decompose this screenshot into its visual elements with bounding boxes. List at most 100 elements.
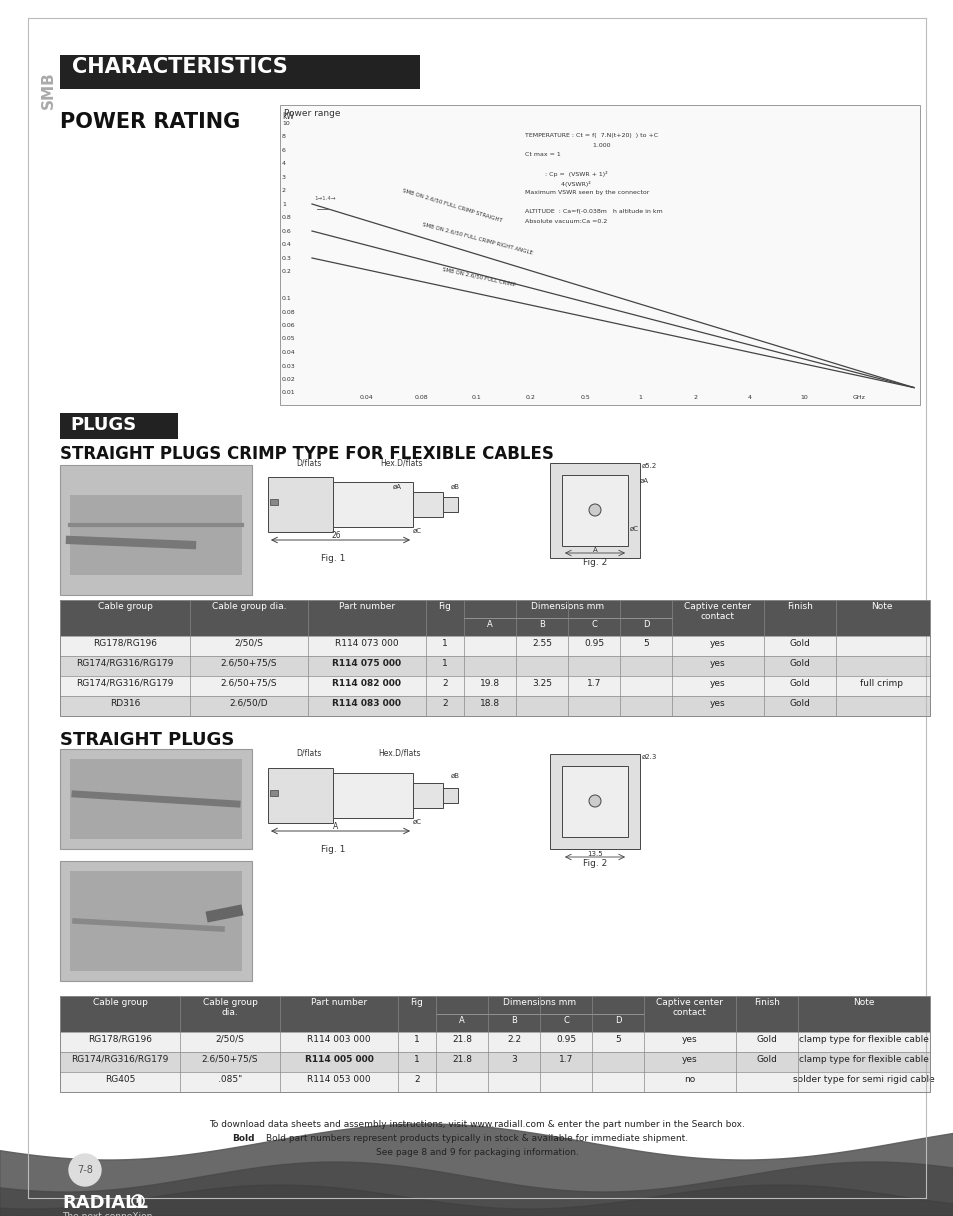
Text: 8: 8: [282, 134, 286, 139]
Text: D: D: [614, 1017, 620, 1025]
Text: Cable group: Cable group: [97, 602, 152, 610]
Text: 2.2: 2.2: [506, 1035, 520, 1045]
Text: R114 053 000: R114 053 000: [307, 1075, 371, 1083]
Bar: [550, 754, 639, 849]
Text: solder type for semi rigid cable: solder type for semi rigid cable: [792, 1075, 934, 1083]
Bar: [268, 769, 333, 823]
Ellipse shape: [588, 795, 600, 807]
Text: STRAIGHT PLUGS: STRAIGHT PLUGS: [60, 731, 234, 749]
Bar: [60, 696, 929, 716]
Text: 4: 4: [747, 395, 751, 400]
Text: Maximum VSWR seen by the connector: Maximum VSWR seen by the connector: [524, 190, 649, 195]
Text: 1: 1: [441, 659, 447, 668]
Text: 2.6/50/D: 2.6/50/D: [230, 699, 268, 708]
Text: CHARACTERISTICS: CHARACTERISTICS: [71, 57, 288, 77]
Bar: [60, 655, 929, 676]
Text: 6: 6: [282, 147, 286, 152]
Text: TEMPERATURE : Ct = f(  7.N(t+20)  ) to +C: TEMPERATURE : Ct = f( 7.N(t+20) ) to +C: [524, 133, 658, 137]
Text: Gold: Gold: [789, 679, 810, 688]
Bar: [60, 749, 252, 849]
Text: 0.8: 0.8: [282, 215, 292, 220]
Text: Absolute vacuum:Ca =0.2: Absolute vacuum:Ca =0.2: [524, 219, 607, 224]
Text: PLUGS: PLUGS: [70, 416, 136, 434]
Bar: [413, 492, 442, 517]
Text: Finish: Finish: [753, 998, 780, 1007]
Text: 1.7: 1.7: [558, 1055, 573, 1064]
Text: B: B: [538, 620, 544, 629]
Text: POWER RATING: POWER RATING: [60, 112, 240, 133]
Text: Gold: Gold: [756, 1055, 777, 1064]
Text: B: B: [511, 1017, 517, 1025]
Bar: [442, 788, 457, 803]
Text: ø2.3: ø2.3: [641, 754, 657, 760]
Text: Fig. 2: Fig. 2: [582, 558, 606, 567]
Bar: [333, 482, 413, 527]
Text: Fig. 2: Fig. 2: [582, 858, 606, 868]
Text: Hex.D/flats: Hex.D/flats: [379, 458, 422, 467]
Bar: [60, 636, 929, 655]
Text: Ct max = 1: Ct max = 1: [524, 152, 560, 157]
Bar: [60, 465, 252, 595]
Text: 2: 2: [414, 1075, 419, 1083]
Text: C: C: [591, 620, 597, 629]
Text: R114 083 000: R114 083 000: [333, 699, 401, 708]
Text: R114 005 000: R114 005 000: [304, 1055, 373, 1064]
Text: .085": .085": [217, 1075, 242, 1083]
Text: 0.5: 0.5: [580, 395, 590, 400]
Text: SMB ON 2.6/50 FULL CRIMP RIGHT ANGLE: SMB ON 2.6/50 FULL CRIMP RIGHT ANGLE: [422, 221, 534, 254]
Text: yes: yes: [709, 699, 725, 708]
Text: GHz: GHz: [852, 395, 864, 400]
Text: STRAIGHT PLUGS CRIMP TYPE FOR FLEXIBLE CABLES: STRAIGHT PLUGS CRIMP TYPE FOR FLEXIBLE C…: [60, 445, 554, 463]
Text: 0.05: 0.05: [282, 337, 295, 342]
Bar: [561, 475, 627, 546]
Text: 1: 1: [441, 638, 447, 648]
Text: RG174/RG316/RG179: RG174/RG316/RG179: [71, 1055, 169, 1064]
Bar: [60, 599, 929, 716]
Bar: [60, 676, 929, 696]
Text: clamp type for flexible cable: clamp type for flexible cable: [799, 1055, 928, 1064]
Text: yes: yes: [709, 638, 725, 648]
Text: 1→1.4→: 1→1.4→: [314, 196, 335, 202]
Text: 0.1: 0.1: [471, 395, 480, 400]
Text: 2/50/S: 2/50/S: [234, 638, 263, 648]
Text: 3: 3: [511, 1055, 517, 1064]
Text: Note: Note: [870, 602, 892, 610]
Text: øB: øB: [451, 773, 459, 779]
Text: 7-8: 7-8: [77, 1165, 92, 1175]
Text: 19.8: 19.8: [479, 679, 499, 688]
Text: ALTITUDE  : Ca=f(-0.038m   h altitude in km: ALTITUDE : Ca=f(-0.038m h altitude in km: [524, 209, 662, 214]
Text: 21.8: 21.8: [452, 1055, 472, 1064]
Text: øA: øA: [393, 484, 401, 490]
Text: R114 075 000: R114 075 000: [332, 659, 401, 668]
Text: Finish: Finish: [786, 602, 812, 610]
Text: 0.95: 0.95: [583, 638, 603, 648]
Bar: [60, 996, 929, 1092]
Text: SMB ON 2.6/50 FULL CRIMP: SMB ON 2.6/50 FULL CRIMP: [442, 266, 516, 287]
Text: 5: 5: [615, 1035, 620, 1045]
Text: kW: kW: [282, 112, 294, 122]
Text: no: no: [683, 1075, 695, 1083]
Text: Captive center
contact: Captive center contact: [684, 602, 751, 621]
Text: clamp type for flexible cable: clamp type for flexible cable: [799, 1035, 928, 1045]
Text: See page 8 and 9 for packaging information.: See page 8 and 9 for packaging informati…: [375, 1148, 578, 1156]
Text: ø5.2: ø5.2: [641, 463, 657, 469]
Bar: [60, 599, 929, 636]
Bar: [333, 773, 413, 818]
Bar: [280, 105, 919, 405]
Text: 0.95: 0.95: [556, 1035, 576, 1045]
Text: Cable group: Cable group: [92, 998, 148, 1007]
Text: RG405: RG405: [105, 1075, 135, 1083]
Text: C: C: [562, 1017, 568, 1025]
Bar: [550, 463, 639, 558]
Text: Cable group
dia.: Cable group dia.: [202, 998, 257, 1018]
Text: Fig: Fig: [438, 602, 451, 610]
Bar: [413, 783, 442, 807]
Bar: [70, 759, 242, 839]
Bar: [60, 1032, 929, 1052]
Circle shape: [69, 1154, 101, 1186]
Text: 0.02: 0.02: [282, 377, 295, 382]
Text: Dimensions mm: Dimensions mm: [503, 998, 576, 1007]
Text: yes: yes: [709, 679, 725, 688]
Text: RG174/RG316/RG179: RG174/RG316/RG179: [76, 679, 173, 688]
Text: Gold: Gold: [789, 699, 810, 708]
